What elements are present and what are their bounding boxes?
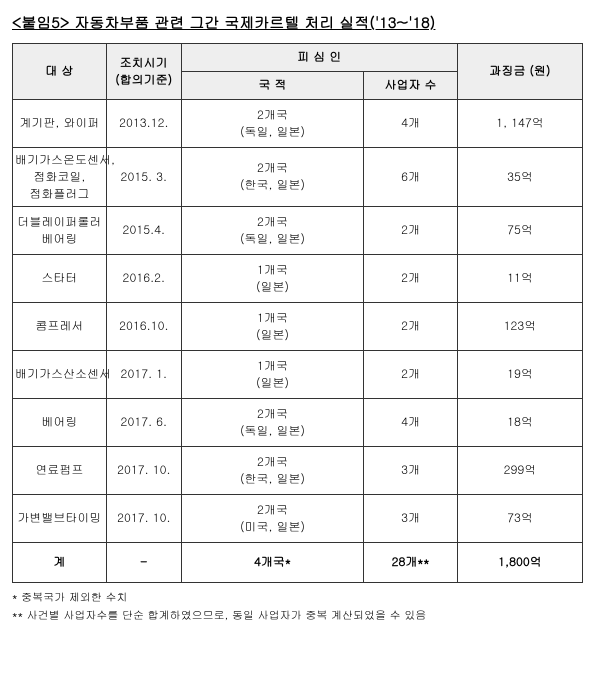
cell-total-fine: 1,800억 bbox=[457, 543, 582, 583]
cell-nation: 2개국(독일, 일본) bbox=[181, 100, 363, 148]
th-respondent: 피 심 인 bbox=[181, 44, 457, 72]
cell-nation: 2개국(독일, 일본) bbox=[181, 207, 363, 255]
footnotes: * 중복국가 제외한 수치 ** 사건별 사업자수를 단순 합계하였으므로, 동… bbox=[12, 589, 583, 624]
cell-target: 더블레이퍼롤러베어링 bbox=[13, 207, 107, 255]
cell-count: 2개 bbox=[364, 351, 458, 399]
table-row: 가변밸브타이밍2017. 10.2개국(미국, 일본)3개73억 bbox=[13, 495, 583, 543]
table-row: 배기가스산소센서2017. 1.1개국(일본)2개19억 bbox=[13, 351, 583, 399]
cell-fine: 123억 bbox=[457, 303, 582, 351]
cell-total-date: - bbox=[106, 543, 181, 583]
cell-date: 2017. 1. bbox=[106, 351, 181, 399]
cell-nation: 1개국(일본) bbox=[181, 255, 363, 303]
cartel-table: 대 상 조치시기(합의기준) 피 심 인 과징금 (원) 국 적 사업자 수 계… bbox=[12, 43, 583, 583]
table-row: 더블레이퍼롤러베어링2015.4.2개국(독일, 일본)2개75억 bbox=[13, 207, 583, 255]
cell-date: 2017. 6. bbox=[106, 399, 181, 447]
cell-date: 2015. 3. bbox=[106, 148, 181, 207]
cell-total-label: 계 bbox=[13, 543, 107, 583]
cell-count: 6개 bbox=[364, 148, 458, 207]
cell-fine: 1, 147억 bbox=[457, 100, 582, 148]
cell-date: 2013.12. bbox=[106, 100, 181, 148]
cell-fine: 299억 bbox=[457, 447, 582, 495]
cell-nation: 1개국(일본) bbox=[181, 351, 363, 399]
cell-count: 3개 bbox=[364, 495, 458, 543]
cell-date: 2016.2. bbox=[106, 255, 181, 303]
cell-fine: 75억 bbox=[457, 207, 582, 255]
cell-date: 2015.4. bbox=[106, 207, 181, 255]
cell-target: 스타터 bbox=[13, 255, 107, 303]
cell-total-count: 28개** bbox=[364, 543, 458, 583]
cell-target: 배기가스산소센서 bbox=[13, 351, 107, 399]
cell-count: 4개 bbox=[364, 100, 458, 148]
cell-total-nation: 4개국* bbox=[181, 543, 363, 583]
cell-count: 2개 bbox=[364, 255, 458, 303]
table-row: 스타터2016.2.1개국(일본)2개11억 bbox=[13, 255, 583, 303]
table-row: 콤프레서2016.10.1개국(일본)2개123억 bbox=[13, 303, 583, 351]
cell-date: 2017. 10. bbox=[106, 495, 181, 543]
cell-target: 배기가스온도센서,점화코일,점화플러그 bbox=[13, 148, 107, 207]
cell-fine: 19억 bbox=[457, 351, 582, 399]
table-body: 계기판, 와이퍼2013.12.2개국(독일, 일본)4개1, 147억배기가스… bbox=[13, 100, 583, 583]
th-bizcount: 사업자 수 bbox=[364, 72, 458, 100]
cell-count: 4개 bbox=[364, 399, 458, 447]
table-row-total: 계-4개국*28개**1,800억 bbox=[13, 543, 583, 583]
footnote-1: * 중복국가 제외한 수치 bbox=[12, 589, 583, 607]
cell-fine: 35억 bbox=[457, 148, 582, 207]
page-title: <붙임5> 자동차부품 관련 그간 국제카르텔 처리 실적('13~'18) bbox=[12, 12, 583, 33]
cell-target: 가변밸브타이밍 bbox=[13, 495, 107, 543]
cell-fine: 11억 bbox=[457, 255, 582, 303]
cell-nation: 2개국(한국, 일본) bbox=[181, 447, 363, 495]
cell-date: 2016.10. bbox=[106, 303, 181, 351]
table-row: 계기판, 와이퍼2013.12.2개국(독일, 일본)4개1, 147억 bbox=[13, 100, 583, 148]
cell-count: 2개 bbox=[364, 207, 458, 255]
cell-target: 연료펌프 bbox=[13, 447, 107, 495]
cell-fine: 18억 bbox=[457, 399, 582, 447]
cell-target: 베어링 bbox=[13, 399, 107, 447]
cell-nation: 1개국(일본) bbox=[181, 303, 363, 351]
cell-nation: 2개국(독일, 일본) bbox=[181, 399, 363, 447]
footnote-2: ** 사건별 사업자수를 단순 합계하였으므로, 동일 사업자가 중복 계산되었… bbox=[12, 607, 583, 625]
cell-target: 콤프레서 bbox=[13, 303, 107, 351]
cell-date: 2017. 10. bbox=[106, 447, 181, 495]
table-row: 배기가스온도센서,점화코일,점화플러그2015. 3.2개국(한국, 일본)6개… bbox=[13, 148, 583, 207]
th-nationality: 국 적 bbox=[181, 72, 363, 100]
cell-count: 3개 bbox=[364, 447, 458, 495]
th-fine: 과징금 (원) bbox=[457, 44, 582, 100]
table-row: 연료펌프2017. 10.2개국(한국, 일본)3개299억 bbox=[13, 447, 583, 495]
cell-nation: 2개국(한국, 일본) bbox=[181, 148, 363, 207]
cell-count: 2개 bbox=[364, 303, 458, 351]
cell-nation: 2개국(미국, 일본) bbox=[181, 495, 363, 543]
cell-fine: 73억 bbox=[457, 495, 582, 543]
cell-target: 계기판, 와이퍼 bbox=[13, 100, 107, 148]
th-date: 조치시기(합의기준) bbox=[106, 44, 181, 100]
table-row: 베어링2017. 6.2개국(독일, 일본)4개18억 bbox=[13, 399, 583, 447]
th-target: 대 상 bbox=[13, 44, 107, 100]
